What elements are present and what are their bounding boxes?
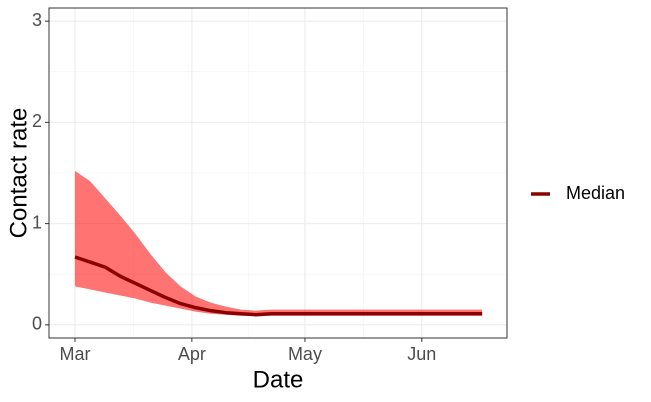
y-tick-label: 3 xyxy=(32,10,42,30)
y-tick-label: 0 xyxy=(32,314,42,334)
x-tick-label: Jun xyxy=(407,344,436,364)
x-tick-label: Apr xyxy=(178,344,206,364)
y-axis-title: Contact rate xyxy=(5,108,32,239)
x-tick-label: May xyxy=(288,344,322,364)
x-axis-title: Date xyxy=(253,366,304,393)
y-tick-label: 2 xyxy=(32,111,42,131)
y-tick-label: 1 xyxy=(32,212,42,232)
panel-border xyxy=(48,7,508,339)
legend-label: Median xyxy=(566,183,625,203)
median-line xyxy=(74,255,483,317)
x-tick-label: Mar xyxy=(60,344,91,364)
